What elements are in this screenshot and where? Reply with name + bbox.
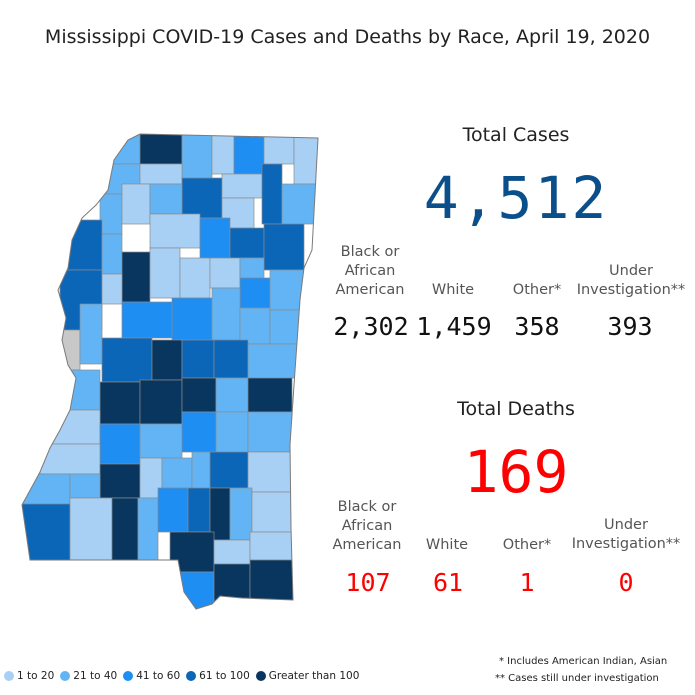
cases-label-investigation: Under Investigation** [576, 263, 686, 298]
legend-item: 61 to 100 [186, 670, 250, 682]
legend-swatch [4, 671, 14, 681]
deaths-heading: Total Deaths [457, 398, 575, 420]
page-title: Mississippi COVID-19 Cases and Deaths by… [44, 26, 651, 48]
deaths-label-black: Black or African American [332, 499, 402, 553]
cases-value-investigation: 393 [607, 312, 653, 341]
legend-label: 41 to 60 [136, 670, 181, 682]
cases-value-other: 358 [514, 312, 560, 341]
deaths-value-white: 61 [432, 568, 464, 597]
map-legend: 1 to 20 21 to 40 41 to 60 61 to 100 Grea… [4, 670, 359, 682]
footnote-other: * Includes American Indian, Asian [499, 656, 668, 667]
cases-heading: Total Cases [462, 124, 570, 146]
cases-value-black: 2,302 [333, 312, 409, 341]
legend-label: 61 to 100 [199, 670, 250, 682]
legend-label: 1 to 20 [17, 670, 55, 682]
deaths-label-investigation: Under Investigation** [571, 517, 681, 552]
mississippi-county-map [21, 133, 319, 610]
footnote-investigation: ** Cases still under investigation [495, 673, 659, 684]
cases-total: 4,512 [423, 164, 609, 232]
cases-value-white: 1,459 [416, 312, 492, 341]
legend-item: 1 to 20 [4, 670, 54, 682]
deaths-value-investigation: 0 [618, 568, 634, 597]
cases-label-white: White [431, 282, 475, 298]
legend-swatch [60, 671, 71, 681]
deaths-label-other: Other* [502, 537, 552, 553]
cases-label-black: Black or African American [335, 244, 405, 298]
legend-item: 41 to 60 [123, 670, 180, 682]
deaths-label-white: White [425, 537, 469, 553]
legend-swatch [123, 671, 134, 681]
deaths-total: 169 [463, 438, 569, 506]
cases-label-other: Other* [512, 282, 562, 298]
legend-item: Greater than 100 [255, 670, 360, 682]
legend-label: Greater than 100 [268, 670, 360, 682]
legend-item: 21 to 40 [60, 670, 117, 682]
deaths-value-other: 1 [519, 568, 535, 597]
legend-label: 21 to 40 [73, 670, 118, 682]
legend-swatch [186, 671, 197, 681]
deaths-value-black: 107 [345, 568, 391, 597]
legend-swatch [255, 671, 266, 681]
